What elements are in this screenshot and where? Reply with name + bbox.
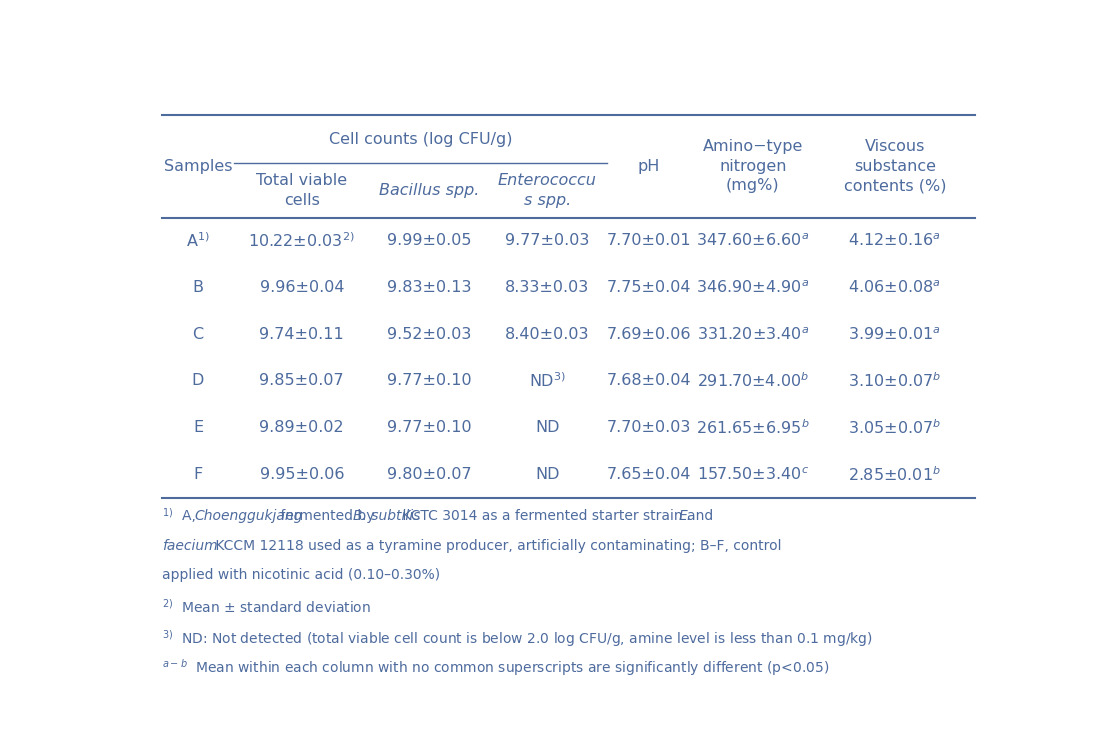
Text: C: C (192, 326, 203, 342)
Text: B: B (192, 280, 203, 295)
Text: 7.68±0.04: 7.68±0.04 (607, 373, 692, 388)
Text: Samples: Samples (164, 159, 233, 174)
Text: 261.65±6.95$^{b}$: 261.65±6.95$^{b}$ (696, 418, 810, 437)
Text: Viscous
substance
contents (%): Viscous substance contents (%) (844, 139, 947, 194)
Text: D: D (192, 373, 204, 388)
Text: E: E (193, 420, 203, 435)
Text: 10.22±0.03$^{2)}$: 10.22±0.03$^{2)}$ (248, 232, 355, 250)
Text: Choenggukjang: Choenggukjang (195, 509, 303, 523)
Text: 7.69±0.06: 7.69±0.06 (607, 326, 692, 342)
Text: $^{1)}$: $^{1)}$ (162, 509, 174, 523)
Text: 7.65±0.04: 7.65±0.04 (607, 467, 692, 482)
Text: 9.52±0.03: 9.52±0.03 (387, 326, 471, 342)
Text: KCCM 12118 used as a tyramine producer, artificially contaminating; B–F, control: KCCM 12118 used as a tyramine producer, … (211, 539, 781, 553)
Text: 7.70±0.03: 7.70±0.03 (607, 420, 691, 435)
Text: 9.77±0.10: 9.77±0.10 (387, 420, 471, 435)
Text: 7.70±0.01: 7.70±0.01 (607, 234, 692, 249)
Text: Total viable
cells: Total viable cells (256, 173, 348, 208)
Text: 8.40±0.03: 8.40±0.03 (505, 326, 590, 342)
Text: 9.77±0.10: 9.77±0.10 (387, 373, 471, 388)
Text: 3.99±0.01$^{a}$: 3.99±0.01$^{a}$ (848, 326, 941, 343)
Text: Bacillus spp.: Bacillus spp. (378, 183, 479, 198)
Text: $^{2)}$  Mean ± standard deviation: $^{2)}$ Mean ± standard deviation (162, 598, 372, 616)
Text: 7.75±0.04: 7.75±0.04 (607, 280, 692, 295)
Text: F: F (193, 467, 202, 482)
Text: 291.70±4.00$^{b}$: 291.70±4.00$^{b}$ (696, 372, 809, 390)
Text: Amino−type
nitrogen
(mg%): Amino−type nitrogen (mg%) (703, 139, 803, 194)
Text: 9.83±0.13: 9.83±0.13 (387, 280, 471, 295)
Text: 8.33±0.03: 8.33±0.03 (505, 280, 589, 295)
Text: Cell counts (log CFU/g): Cell counts (log CFU/g) (329, 131, 513, 146)
Text: 9.85±0.07: 9.85±0.07 (259, 373, 344, 388)
Text: 9.74±0.11: 9.74±0.11 (259, 326, 344, 342)
Text: 3.10±0.07$^{b}$: 3.10±0.07$^{b}$ (848, 372, 941, 390)
Text: $^{a-b}$  Mean within each column with no common superscripts are significantly : $^{a-b}$ Mean within each column with no… (162, 657, 830, 678)
Text: 9.77±0.03: 9.77±0.03 (505, 234, 589, 249)
Text: 9.80±0.07: 9.80±0.07 (387, 467, 471, 482)
Text: 9.96±0.04: 9.96±0.04 (259, 280, 344, 295)
Text: ND: ND (536, 467, 560, 482)
Text: 3.05±0.07$^{b}$: 3.05±0.07$^{b}$ (848, 418, 941, 437)
Text: A,: A, (181, 509, 200, 523)
Text: 9.95±0.06: 9.95±0.06 (259, 467, 344, 482)
Text: pH: pH (638, 159, 660, 174)
Text: Enterococcu
s spp.: Enterococcu s spp. (498, 173, 597, 208)
Text: E.: E. (679, 509, 692, 523)
Text: 346.90±4.90$^{a}$: 346.90±4.90$^{a}$ (696, 279, 810, 296)
Text: ND$^{3)}$: ND$^{3)}$ (529, 372, 566, 390)
Text: applied with nicotinic acid (0.10–0.30%): applied with nicotinic acid (0.10–0.30%) (162, 568, 440, 582)
Text: 4.06±0.08$^{a}$: 4.06±0.08$^{a}$ (848, 279, 941, 296)
Text: B. subtilis: B. subtilis (353, 509, 420, 523)
Text: 9.89±0.02: 9.89±0.02 (259, 420, 344, 435)
Text: fermented by: fermented by (275, 509, 378, 523)
Text: faecium: faecium (162, 539, 218, 553)
Text: KCTC 3014 as a fermented starter strain and: KCTC 3014 as a fermented starter strain … (398, 509, 718, 523)
Text: 331.20±3.40$^{a}$: 331.20±3.40$^{a}$ (696, 326, 809, 343)
Text: ND: ND (536, 420, 560, 435)
Text: 4.12±0.16$^{a}$: 4.12±0.16$^{a}$ (848, 233, 941, 249)
Text: 157.50±3.40$^{c}$: 157.50±3.40$^{c}$ (697, 466, 809, 482)
Text: 2.85±0.01$^{b}$: 2.85±0.01$^{b}$ (848, 465, 941, 484)
Text: 347.60±6.60$^{a}$: 347.60±6.60$^{a}$ (696, 233, 810, 249)
Text: $^{3)}$  ND: Not detected (total viable cell count is below 2.0 log CFU/g, amine: $^{3)}$ ND: Not detected (total viable c… (162, 628, 873, 649)
Text: 9.99±0.05: 9.99±0.05 (387, 234, 471, 249)
Text: A$^{1)}$: A$^{1)}$ (186, 232, 210, 250)
